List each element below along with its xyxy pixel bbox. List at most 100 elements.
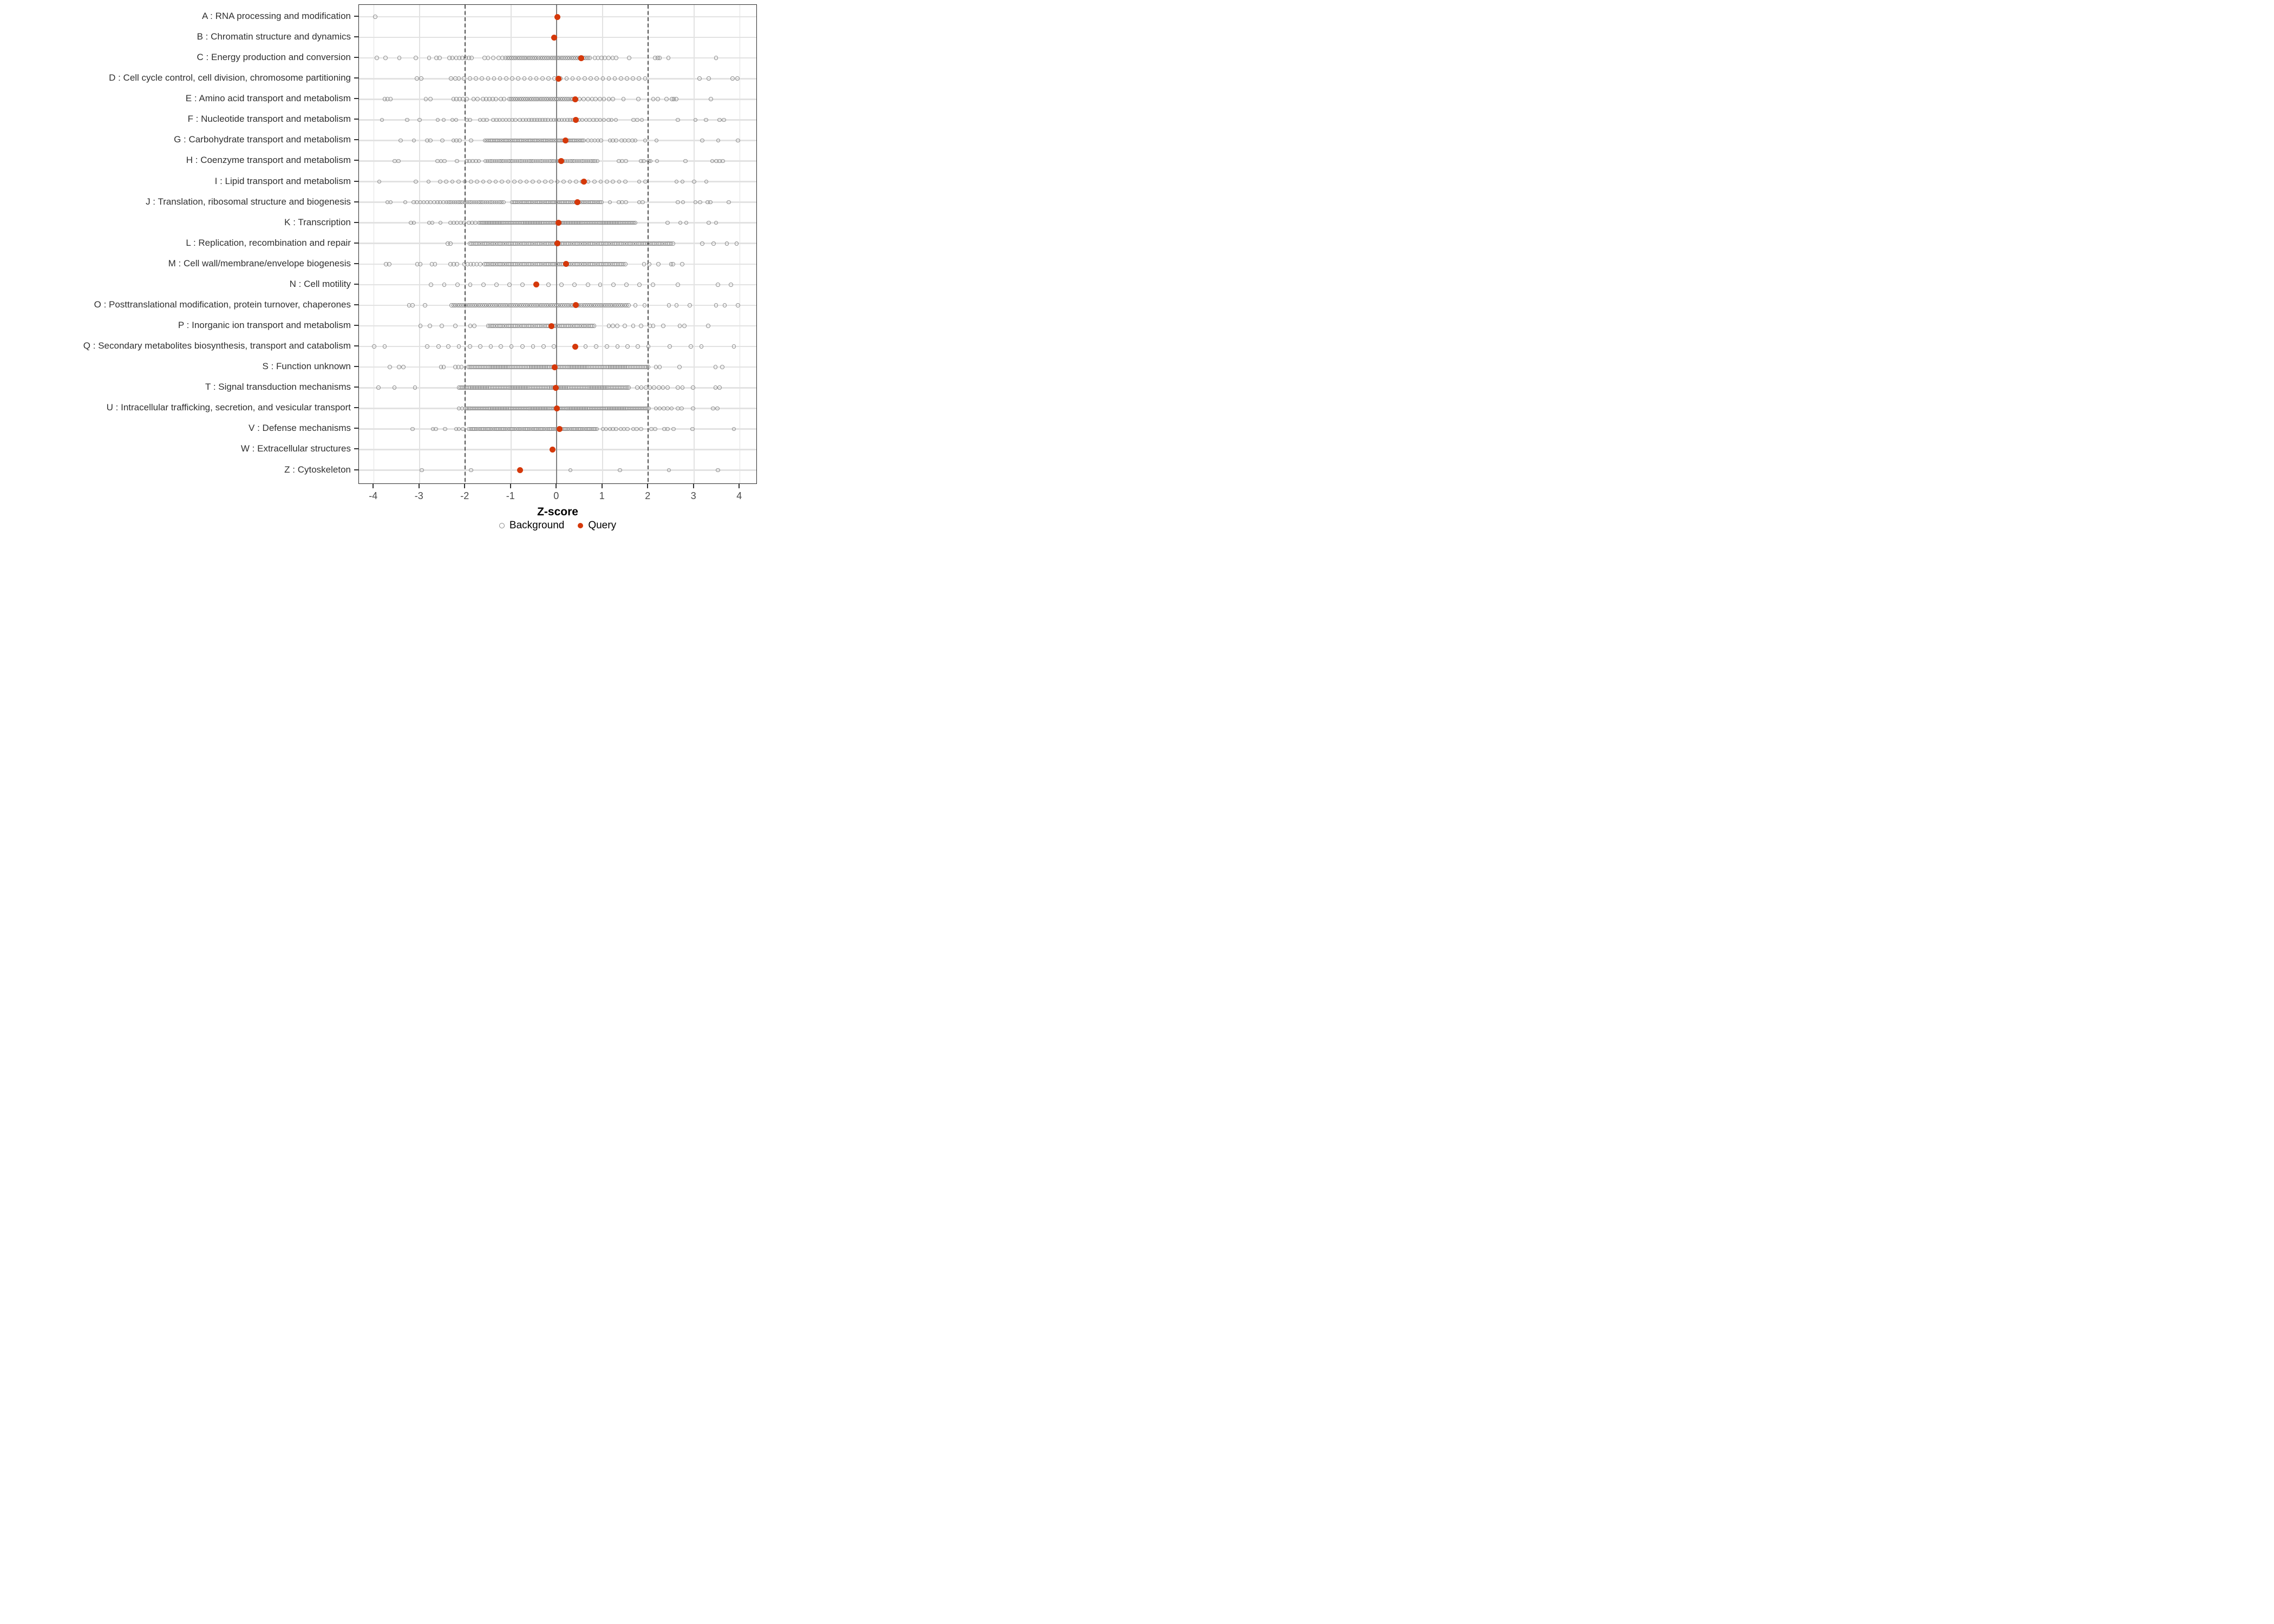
background-point [537, 179, 541, 184]
background-point [583, 344, 588, 349]
background-point [488, 344, 493, 349]
background-point [448, 241, 453, 246]
category-label: S : Function unknown [262, 361, 351, 372]
background-point [543, 179, 547, 184]
y-tick-mark [354, 304, 358, 305]
background-point [592, 179, 597, 184]
background-point [504, 76, 508, 81]
background-point [600, 76, 605, 81]
background-point [531, 179, 535, 184]
background-point [576, 76, 581, 81]
background-point [609, 117, 614, 122]
background-point [428, 138, 433, 143]
background-point [396, 365, 401, 369]
background-point [710, 159, 715, 163]
query-point [572, 96, 578, 102]
background-point [583, 76, 587, 81]
x-tick-mark [692, 484, 694, 488]
category-label: P : Inorganic ion transport and metaboli… [178, 320, 351, 331]
background-point [377, 179, 382, 184]
background-point [727, 200, 731, 205]
horizontal-gridline [359, 449, 756, 450]
background-point [651, 324, 656, 328]
background-point [709, 97, 713, 102]
background-point [602, 97, 606, 102]
background-point [456, 427, 461, 431]
background-point [572, 283, 577, 287]
category-label: U : Intracellular trafficking, secretion… [106, 402, 351, 413]
background-point [611, 179, 616, 184]
background-point [639, 117, 644, 122]
background-point [420, 468, 424, 473]
background-point [730, 76, 735, 81]
background-point [456, 344, 461, 349]
background-point [656, 385, 661, 390]
background-point [411, 138, 416, 143]
background-point [736, 138, 740, 143]
background-point [528, 76, 533, 81]
query-point [554, 14, 560, 20]
background-point [513, 117, 518, 122]
background-point [611, 283, 616, 287]
y-tick-mark [354, 180, 358, 182]
background-point [414, 56, 418, 60]
category-label: T : Signal transduction mechanisms [205, 382, 351, 392]
background-point [731, 427, 736, 431]
y-tick-mark [354, 160, 358, 161]
y-tick-mark [354, 407, 358, 409]
query-point [533, 281, 539, 288]
background-point [613, 117, 618, 122]
query-point [578, 55, 584, 61]
horizontal-gridline [359, 36, 756, 38]
background-point [506, 179, 511, 184]
category-label: K : Transcription [284, 217, 351, 227]
x-tick-mark [647, 484, 649, 488]
background-point [469, 179, 473, 184]
background-point [594, 76, 599, 81]
background-point [618, 468, 622, 473]
background-point [478, 344, 482, 349]
background-point [651, 97, 656, 102]
background-point [375, 56, 379, 60]
background-point [711, 241, 716, 246]
background-point [455, 159, 459, 163]
background-point [641, 200, 645, 205]
background-point [665, 427, 670, 431]
background-point [564, 76, 569, 81]
background-point [461, 427, 465, 431]
background-point [631, 76, 635, 81]
background-point [486, 56, 491, 60]
background-point [418, 262, 423, 266]
y-tick-mark [354, 36, 358, 38]
query-point [562, 137, 568, 143]
background-point [646, 406, 651, 411]
query-point [573, 116, 579, 123]
background-point [633, 303, 638, 307]
background-point [534, 76, 539, 81]
background-point [593, 97, 598, 102]
background-point [453, 324, 458, 328]
background-point [716, 138, 721, 143]
query-point [551, 34, 557, 41]
query-point [563, 261, 569, 267]
background-point [440, 138, 445, 143]
background-point [442, 283, 447, 287]
background-point [625, 344, 630, 349]
background-point [413, 385, 417, 390]
category-label: W : Extracellular structures [240, 443, 351, 454]
background-point [430, 220, 435, 225]
background-point [585, 97, 590, 102]
background-point [656, 97, 660, 102]
background-point [410, 427, 415, 431]
x-tick-mark [601, 484, 603, 488]
x-tick-label: -4 [369, 490, 378, 501]
background-point [724, 241, 729, 246]
background-point [401, 365, 406, 369]
background-point [684, 220, 689, 225]
background-point [721, 159, 725, 163]
background-point [561, 179, 566, 184]
background-point [642, 262, 646, 266]
background-point [425, 344, 429, 349]
background-point [645, 365, 650, 369]
x-tick-label: -1 [506, 490, 515, 501]
